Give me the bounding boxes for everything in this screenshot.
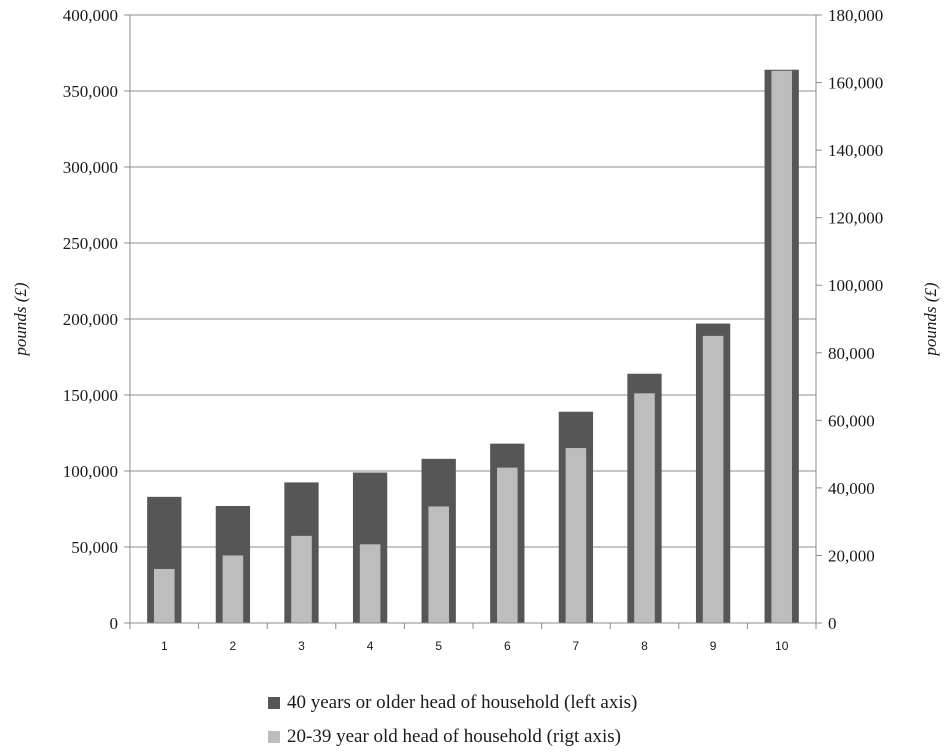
legend-swatch-younger: [268, 731, 280, 743]
legend-label-older: 40 years or older head of household (lef…: [287, 692, 638, 713]
legend-item-younger: 20-39 year old head of household (rigt a…: [268, 720, 637, 754]
right-tick-label: 100,000: [828, 276, 883, 295]
legend-label-younger: 20-39 year old head of household (rigt a…: [287, 726, 621, 747]
bar-younger: [222, 555, 244, 623]
left-tick-label: 400,000: [63, 6, 118, 25]
x-tick-label: 2: [230, 639, 237, 653]
bar-younger: [497, 467, 518, 623]
chart: 0 50,000 100,000 150,000 200,000 250,000 300,0…: [11, 6, 940, 653]
x-tick-label: 4: [367, 639, 374, 653]
left-tick-label: 300,000: [63, 158, 118, 177]
bar-younger: [154, 568, 175, 623]
left-tick-label: 250,000: [63, 234, 118, 253]
bar-younger: [428, 506, 449, 623]
left-tick-label: 50,000: [71, 538, 118, 557]
right-tick-label: 140,000: [828, 141, 883, 160]
x-tick-label: 1: [161, 639, 168, 653]
bar-younger: [291, 535, 312, 623]
right-tick-label: 0: [828, 614, 837, 633]
x-tick-label: 8: [641, 639, 648, 653]
right-tick-label: 40,000: [828, 479, 875, 498]
legend-item-older: 40 years or older head of household (lef…: [268, 686, 637, 720]
legend: 40 years or older head of household (lef…: [268, 686, 637, 754]
bar-younger: [702, 335, 724, 623]
bar-younger: [565, 448, 587, 623]
x-tick-label: 3: [298, 639, 305, 653]
right-axis-title: pounds (£): [921, 282, 940, 357]
x-tick-label: 9: [710, 639, 717, 653]
bar-younger: [771, 70, 792, 623]
right-tick-label: 80,000: [828, 344, 875, 363]
bar-younger: [359, 544, 381, 623]
legend-swatch-older: [268, 697, 280, 709]
right-tick-label: 180,000: [828, 6, 883, 25]
x-tick-label: 10: [775, 639, 789, 653]
x-tick-label: 6: [504, 639, 511, 653]
right-tick-label: 160,000: [828, 74, 883, 93]
right-tick-label: 20,000: [828, 546, 875, 565]
left-tick-label: 100,000: [63, 462, 118, 481]
right-tick-label: 60,000: [828, 411, 875, 430]
bar-younger: [634, 393, 655, 623]
left-tick-label: 200,000: [63, 310, 118, 329]
left-tick-label: 150,000: [63, 386, 118, 405]
left-tick-label: 0: [110, 614, 119, 633]
left-tick-label: 350,000: [63, 82, 118, 101]
x-tick-label: 5: [435, 639, 442, 653]
x-tick-label: 7: [573, 639, 580, 653]
left-axis-title: pounds (£): [11, 282, 30, 357]
right-tick-label: 120,000: [828, 209, 883, 228]
